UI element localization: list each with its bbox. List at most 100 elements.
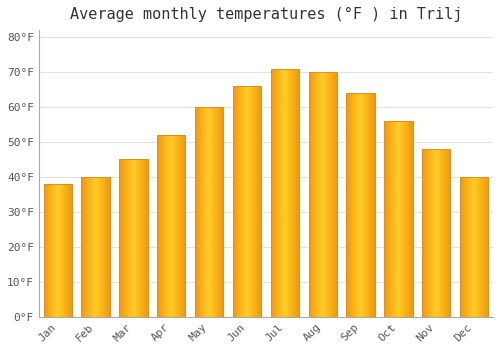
Bar [46,184,47,317]
Bar [463,177,464,317]
Bar [404,121,405,317]
Bar [291,69,292,317]
Bar [57,184,58,317]
Bar [71,184,72,317]
Bar [64,184,66,317]
Bar [308,72,310,317]
Bar [271,69,272,317]
Bar [292,69,293,317]
Bar [334,72,335,317]
Bar [407,121,408,317]
Bar [233,86,261,317]
Bar [437,149,438,317]
Bar [422,149,450,317]
Bar [195,107,196,317]
Bar [196,107,197,317]
Bar [286,69,287,317]
Bar [278,69,279,317]
Bar [157,135,186,317]
Bar [403,121,404,317]
Bar [63,184,64,317]
Bar [130,160,132,317]
Bar [440,149,441,317]
Bar [48,184,49,317]
Bar [100,177,101,317]
Bar [134,160,136,317]
Bar [480,177,481,317]
Bar [92,177,94,317]
Bar [312,72,313,317]
Bar [125,160,126,317]
Bar [287,69,288,317]
Bar [296,69,297,317]
Bar [352,93,353,317]
Bar [256,86,258,317]
Bar [199,107,200,317]
Bar [108,177,110,317]
Bar [168,135,169,317]
Bar [82,177,110,317]
Bar [322,72,323,317]
Bar [474,177,476,317]
Bar [385,121,386,317]
Bar [387,121,388,317]
Bar [55,184,56,317]
Bar [85,177,86,317]
Bar [120,160,121,317]
Bar [284,69,285,317]
Bar [352,93,354,317]
Bar [367,93,368,317]
Bar [482,177,484,317]
Bar [396,121,398,317]
Bar [136,160,137,317]
Bar [185,135,186,317]
Bar [207,107,208,317]
Bar [220,107,222,317]
Bar [83,177,84,317]
Bar [359,93,360,317]
Bar [218,107,219,317]
Bar [104,177,106,317]
Bar [198,107,199,317]
Bar [88,177,89,317]
Bar [274,69,275,317]
Bar [331,72,332,317]
Bar [411,121,412,317]
Bar [123,160,124,317]
Bar [248,86,249,317]
Bar [146,160,148,317]
Bar [486,177,488,317]
Bar [324,72,325,317]
Bar [217,107,218,317]
Bar [431,149,432,317]
Bar [366,93,367,317]
Bar [159,135,160,317]
Bar [363,93,364,317]
Bar [311,72,312,317]
Bar [432,149,433,317]
Bar [181,135,182,317]
Bar [442,149,444,317]
Bar [426,149,428,317]
Bar [427,149,428,317]
Bar [309,72,310,317]
Bar [466,177,467,317]
Bar [129,160,130,317]
Bar [160,135,162,317]
Bar [197,107,198,317]
Bar [443,149,444,317]
Bar [384,121,385,317]
Bar [412,121,413,317]
Bar [178,135,180,317]
Bar [479,177,480,317]
Bar [270,69,272,317]
Bar [177,135,178,317]
Bar [354,93,355,317]
Bar [244,86,245,317]
Bar [348,93,350,317]
Bar [233,86,261,317]
Bar [215,107,216,317]
Bar [242,86,243,317]
Bar [310,72,311,317]
Bar [94,177,95,317]
